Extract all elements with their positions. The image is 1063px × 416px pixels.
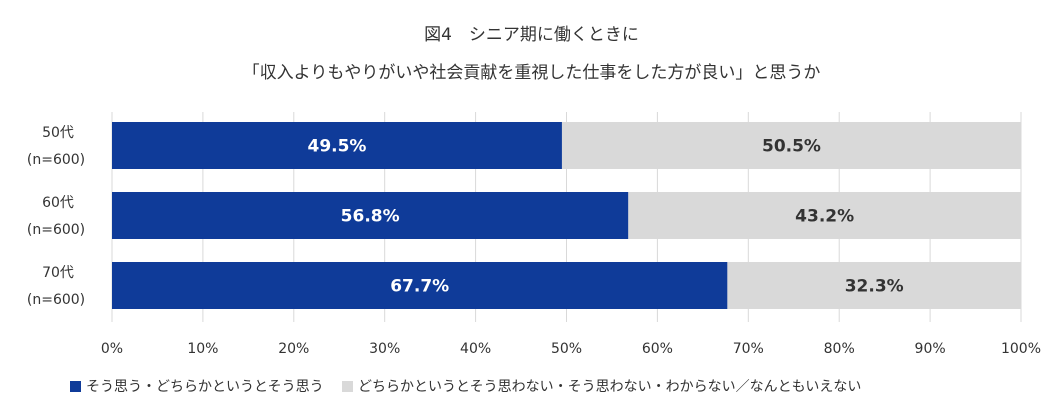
tick-label-100: 100% xyxy=(1001,341,1041,357)
category-sublabel-1: (n=600) xyxy=(27,222,85,238)
bar-1-0 xyxy=(112,192,629,239)
tick-label-10: 10% xyxy=(187,341,218,357)
tick-label-70: 70% xyxy=(733,341,764,357)
category-sublabel-2: (n=600) xyxy=(27,292,85,308)
legend: そう思う・どちらかというとそう思う どちらかというとそう思わない・そう思わない・… xyxy=(70,376,1050,396)
chart-title-line-2: 「収入よりもやりがいや社会貢献を重視した仕事をした方が良い」と思うか xyxy=(242,63,821,83)
legend-item-agree: そう思う・どちらかというとそう思う xyxy=(70,376,324,396)
tick-label-50: 50% xyxy=(551,341,582,357)
tick-label-80: 80% xyxy=(824,341,855,357)
bar-0-0 xyxy=(112,122,562,169)
data-label-0-1: 50.5% xyxy=(762,137,821,157)
category-sublabel-0: (n=600) xyxy=(27,152,85,168)
data-label-1-0: 56.8% xyxy=(341,207,400,227)
chart-title-line-1: 図4 シニア期に働くときに xyxy=(424,25,639,45)
tick-label-0: 0% xyxy=(101,341,123,357)
legend-swatch-agree xyxy=(70,381,81,392)
category-label-0: 50代 xyxy=(42,125,74,141)
legend-label-agree: そう思う・どちらかというとそう思う xyxy=(86,379,324,395)
bar-1-1 xyxy=(628,192,1021,239)
data-label-2-1: 32.3% xyxy=(845,277,904,297)
legend-swatch-disagree xyxy=(342,381,354,392)
tick-label-30: 30% xyxy=(369,341,400,357)
data-label-0-0: 49.5% xyxy=(307,137,366,157)
tick-label-60: 60% xyxy=(642,341,673,357)
tick-label-40: 40% xyxy=(460,341,491,357)
category-label-1: 60代 xyxy=(42,195,74,211)
tick-label-90: 90% xyxy=(915,341,946,357)
category-label-2: 70代 xyxy=(42,265,74,281)
legend-label-disagree: どちらかというとそう思わない・そう思わない・わからない／なんともいえない xyxy=(358,379,862,395)
bar-0-1 xyxy=(561,122,1021,169)
data-label-1-1: 43.2% xyxy=(795,207,854,227)
tick-label-20: 20% xyxy=(278,341,309,357)
legend-item-disagree: どちらかというとそう思わない・そう思わない・わからない／なんともいえない xyxy=(342,376,861,396)
bar-2-1 xyxy=(727,262,1021,309)
data-label-2-0: 67.7% xyxy=(390,277,449,297)
bar-2-0 xyxy=(112,262,728,309)
